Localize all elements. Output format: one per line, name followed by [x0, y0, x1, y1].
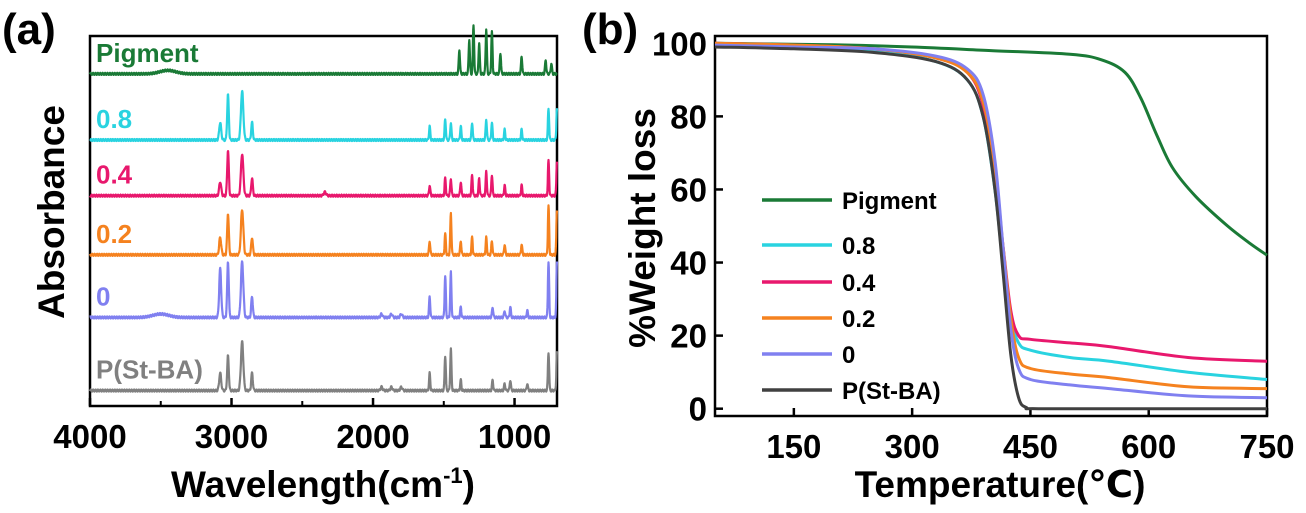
panel-a-series-line-4	[89, 260, 559, 320]
panel-a-series-line-3	[89, 204, 559, 257]
panel-b-x-tick-label: 750	[1239, 428, 1294, 465]
panel-b-x-tick-label: 150	[766, 428, 821, 465]
panel-a-ftir-chart: (a) Absorbance Wavelength(cm-1) 4000 3000…	[2, 5, 559, 505]
panel-b-y-tick-label: 0	[689, 391, 707, 428]
panel-b-legend-label-5: P(St-BA)	[842, 378, 941, 405]
panel-b-frame	[713, 34, 1269, 418]
panel-b-label: (b)	[582, 5, 638, 54]
panel-a-series-line-0	[88, 24, 558, 76]
panel-b-legend-label-4: 0	[842, 342, 855, 369]
panel-b-series-line-2	[714, 41, 1268, 363]
panel-a-x-tick-label: 4000	[53, 418, 126, 455]
panel-b-x-axis-title: Temperature(℃)	[855, 464, 1146, 505]
panel-b-legend-label-1: 0.8	[842, 233, 875, 260]
panel-b-series-line-3	[714, 41, 1268, 391]
panel-a-x-tick-label: 1000	[478, 418, 551, 455]
panel-b-y-tick-label: 60	[670, 171, 707, 208]
panel-a-y-axis-title: Absorbance	[31, 105, 72, 319]
panel-b-legend: Pigment 0.8 0.4 0.2 0 P(St-BA)	[762, 188, 941, 405]
panel-b-x-tick-label: 450	[1003, 428, 1058, 465]
panel-a-x-tick-label: 3000	[195, 418, 268, 455]
panel-b-series-line-1	[714, 43, 1268, 381]
panel-a-series-label-2: 0.4	[96, 160, 133, 190]
panel-a-series-label-4: 0	[96, 281, 110, 311]
panel-a-x-axis-title-sup: -1	[443, 463, 463, 488]
panel-a-series-line-5	[88, 340, 559, 393]
panel-a-label: (a)	[2, 5, 56, 54]
panel-b-x-tick-label: 300	[885, 428, 940, 465]
panel-b-tga-chart: (b) %Weight loss Temperature(℃) 150 300 45…	[582, 5, 1295, 505]
panel-a-series-line-2	[89, 150, 559, 198]
panel-a-series-label-0: Pigment	[96, 38, 199, 68]
panel-b-series-line-0	[714, 41, 1268, 257]
panel-b-y-axis-title: %Weight loss	[622, 108, 663, 348]
panel-b-y-tick-label: 80	[670, 98, 707, 135]
panel-b-legend-label-2: 0.4	[842, 270, 876, 297]
panel-a-series-label-3: 0.2	[96, 219, 132, 249]
panel-a-x-tick-label: 2000	[336, 418, 409, 455]
panel-b-x-tick-label: 600	[1121, 428, 1176, 465]
panel-b-series-line-5	[714, 45, 1267, 411]
panel-a-x-axis-title-end: )	[463, 464, 475, 505]
panel-b-series-line-4	[714, 43, 1268, 400]
panel-b-y-tick-label: 20	[670, 318, 707, 355]
panel-a-x-axis-title: Wavelength(cm-1)	[171, 463, 475, 505]
panel-a-series-label-5: P(St-BA)	[96, 355, 203, 385]
panel-b-plot-area: 150 300 450 600 750 0 20 40 60 80 100	[652, 25, 1295, 465]
panel-b-legend-label-0: Pigment	[842, 188, 937, 215]
panel-a-frame	[88, 34, 559, 408]
panel-b-y-tick-label: 100	[652, 25, 707, 62]
panel-b-legend-label-3: 0.2	[842, 306, 875, 333]
panel-a-series-label-1: 0.8	[96, 104, 132, 134]
panel-b-y-tick-label: 40	[670, 245, 707, 282]
panel-a-series-line-1	[89, 89, 559, 143]
panel-a-x-axis-title-main: Wavelength(cm	[171, 464, 443, 505]
panel-a-plot-area: 4000 3000 2000 1000 Pigment 0.8 0.4 0.2 0 P(St-BA…	[53, 24, 559, 455]
